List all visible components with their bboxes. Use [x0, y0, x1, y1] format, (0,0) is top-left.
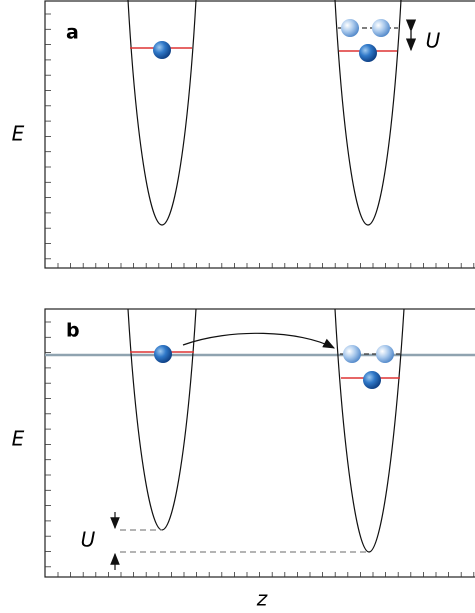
panel-label: a: [66, 22, 79, 44]
well: [334, 308, 405, 553]
frame: [44, 0, 475, 269]
well: [127, 0, 197, 226]
well: [127, 308, 197, 531]
frame: [44, 308, 475, 578]
atom: [341, 19, 359, 37]
tunneling-arrow: [182, 332, 336, 349]
atom: [359, 44, 377, 62]
x-axis-label: z: [256, 587, 268, 611]
well: [334, 0, 402, 226]
panel-a: a E U: [12, 0, 475, 269]
atom: [343, 345, 361, 363]
atom: [363, 371, 381, 389]
atom: [154, 345, 172, 363]
atom: [372, 19, 390, 37]
ticks: [45, 321, 475, 577]
gap-label: U: [81, 528, 96, 552]
y-axis-label: E: [12, 427, 25, 451]
panel-b: b E U z: [12, 308, 475, 611]
ticks: [45, 13, 475, 268]
atom: [153, 41, 171, 59]
gap-label: U: [426, 29, 441, 53]
panel-label: b: [66, 320, 80, 342]
atom: [376, 345, 394, 363]
y-axis-label: E: [12, 122, 25, 146]
